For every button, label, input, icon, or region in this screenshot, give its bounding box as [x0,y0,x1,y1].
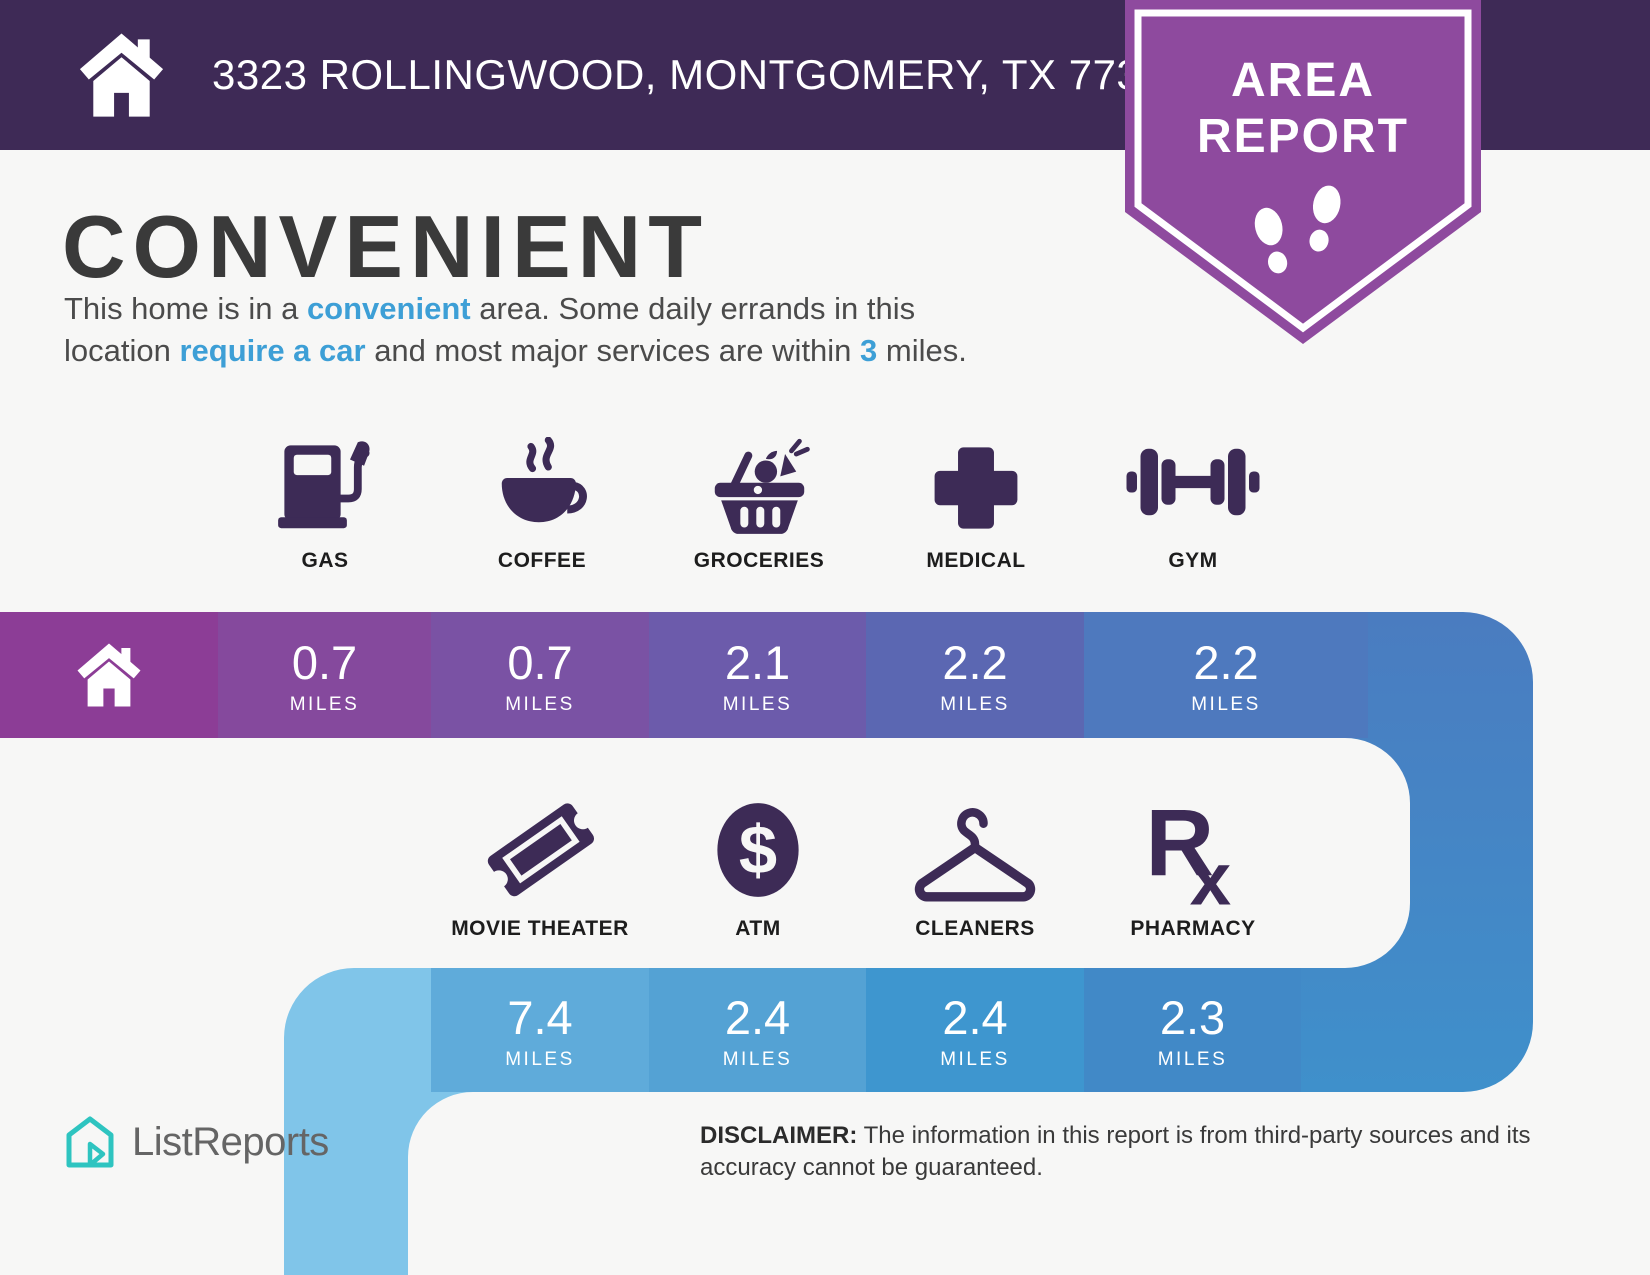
disclaimer: DISCLAIMER: The information in this repo… [700,1120,1620,1184]
distance-value: 0.7 [291,635,358,689]
band-bottom-cutout [408,1092,1048,1275]
desc-highlight-miles: 3 [860,332,878,368]
distance-value: 2.4 [942,990,1008,1044]
desc-highlight-convenient: convenient [306,291,471,326]
badge-line2: REPORT [1197,110,1409,163]
distance-pharmacy: 2.3 MILES [1084,968,1301,1092]
svg-text:x: x [1190,836,1232,906]
badge-shape [1125,0,1481,344]
disclaimer-text-line1: The information in this report is from t… [857,1122,1531,1149]
home-icon [77,643,141,707]
distance-unit: MILES [505,693,575,715]
amenity-coffee: COFFEE [433,420,651,573]
distance-coffee: 0.7 MILES [431,612,649,738]
amenity-groceries: GROCERIES [650,420,868,573]
amenity-medical: MEDICAL [867,420,1085,573]
distance-cleaners: 2.4 MILES [866,968,1084,1092]
rx-symbol-icon: R x [1142,788,1244,906]
medical-cross-icon [926,420,1026,538]
amenity-gym: GYM [1084,420,1302,573]
band-tail [284,1092,408,1275]
band-home-segment [0,612,218,738]
page-title: CONVENIENT [62,197,709,296]
desc-text: area. Some daily errands in this [470,291,916,326]
distance-unit: MILES [505,1048,575,1070]
footprints-icon [1254,185,1341,274]
distance-gas: 0.7 MILES [218,612,431,738]
property-address: 3323 ROLLINGWOOD, MONTGOMERY, TX 77356 [212,51,1188,98]
amenity-label: GROCERIES [693,549,825,572]
distance-groceries: 2.1 MILES [649,612,866,738]
listreports-wordmark: ListReports [132,1119,329,1164]
distance-unit: MILES [940,1048,1010,1070]
svg-text:$: $ [739,811,777,888]
distance-unit: MILES [1157,1048,1228,1070]
amenity-cleaners: CLEANERS [866,788,1084,941]
distance-gym: 2.2 MILES [1084,612,1368,738]
dumbbell-icon [1123,420,1263,538]
svg-text:R: R [1145,794,1214,896]
listreports-house-icon [62,1116,118,1168]
distance-unit: MILES [722,1048,793,1070]
distance-unit: MILES [722,693,793,715]
distance-unit: MILES [940,693,1010,715]
band-left-curve [284,968,431,1092]
clothes-hanger-icon [907,788,1043,906]
gas-pump-icon [275,420,375,538]
distance-unit: MILES [289,693,360,715]
amenity-label: COFFEE [497,549,587,572]
movie-ticket-icon [476,788,604,906]
grocery-basket-icon [702,420,817,538]
amenity-label: MEDICAL [926,549,1026,572]
band-middle-cutout [0,738,1410,968]
amenity-label: PHARMACY [1130,917,1256,940]
amenity-movie-theater: MOVIE THEATER [431,788,649,941]
badge-line1: AREA [1231,54,1375,107]
distance-gym-inner: 2.2 MILES [1118,635,1335,716]
amenity-gas: GAS [216,420,434,573]
amenity-pharmacy: R x PHARMACY [1084,788,1302,941]
dollar-sign-icon: $ [708,788,808,906]
amenity-label: CLEANERS [915,917,1035,940]
distance-value: 0.7 [507,635,573,689]
amenity-label: ATM [735,917,781,940]
distance-value: 2.2 [942,635,1008,689]
desc-text: miles. [877,332,967,368]
distance-medical: 2.2 MILES [866,612,1084,738]
distance-atm: 2.4 MILES [649,968,866,1092]
desc-text: and most major services are within [365,332,861,368]
distance-value: 7.4 [507,990,573,1044]
distance-value: 2.1 [724,635,791,689]
disclaimer-text-line2: accuracy cannot be guaranteed. [700,1153,1043,1181]
distance-value: 2.4 [724,990,791,1044]
amenity-atm: $ ATM [649,788,867,941]
distance-value: 2.3 [1159,990,1226,1044]
distance-value: 2.2 [1193,635,1259,689]
desc-text: This home is in a [64,291,307,326]
desc-text: location [64,332,180,368]
listreports-logo: ListReports [62,1116,329,1168]
distance-unit: MILES [1191,693,1261,715]
amenity-label: MOVIE THEATER [451,917,629,940]
area-report-badge: AREA REPORT [1125,0,1481,352]
home-icon [74,30,169,125]
amenity-label: GYM [1168,549,1218,572]
amenity-label: GAS [301,549,349,572]
page-description: This home is in a convenient area. Some … [64,288,1154,371]
disclaimer-label: DISCLAIMER: [700,1122,858,1149]
coffee-cup-icon [488,420,596,538]
desc-highlight-car: require a car [179,332,366,368]
distance-movie-theater: 7.4 MILES [431,968,649,1092]
